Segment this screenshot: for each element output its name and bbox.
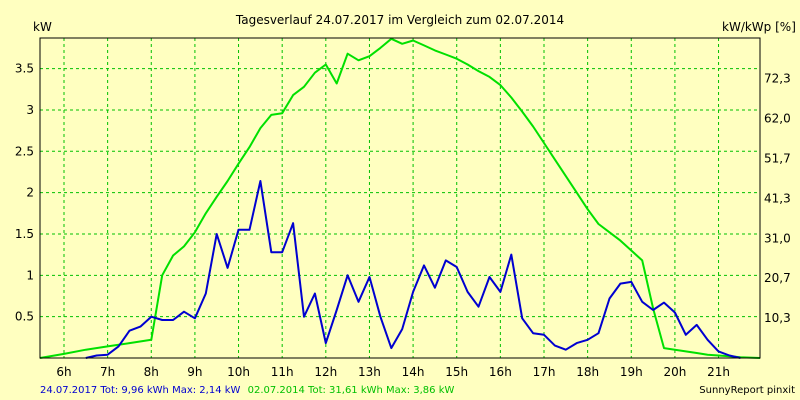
y-tick-label-right: 41,3 [764,191,791,205]
x-tick-label: 17h [533,365,556,379]
footer-legend: 24.07.2017 Tot: 9,96 kWh Max: 2,14 kW 02… [40,385,454,396]
y-tick-label-left: 3 [26,103,34,117]
y-tick-label-right: 31,0 [764,231,791,245]
y-tick-label-right: 62,0 [764,112,791,126]
x-tick-label: 10h [227,365,250,379]
x-tick-label: 9h [187,365,202,379]
legend-series-2014: 02.07.2014 Tot: 31,61 kWh Max: 3,86 kW [248,385,455,396]
y-tick-label-right: 51,7 [764,151,791,165]
x-tick-label: 20h [663,365,686,379]
y-ticks-left: 0.5 1 1.5 2 2.5 3 3.5 [15,62,34,324]
y-tick-label-left: 0.5 [15,310,34,324]
footer-credit: SunnyReport pinxit [699,385,795,396]
x-tick-label: 15h [445,365,468,379]
x-tick-label: 8h [144,365,159,379]
y-tick-label-left: 3.5 [15,62,34,76]
chart-title: Tagesverlauf 24.07.2017 im Vergleich zum… [235,13,564,27]
x-tick-label: 7h [100,365,115,379]
y-tick-label-right: 72,3 [764,72,791,86]
x-ticks: 6h 7h 8h 9h 10h 11h 12h 13h 14h 15h 16h 17h 18h 19h 20… [56,365,730,379]
y-tick-label-left: 2 [26,186,34,200]
series-lines [39,37,761,359]
legend-series-2017: 24.07.2017 Tot: 9,96 kWh Max: 2,14 kW [40,385,241,396]
left-axis-unit: kW [33,20,52,34]
x-tick-label: 6h [56,365,71,379]
x-tick-label: 11h [271,365,294,379]
grid [40,38,760,358]
x-tick-label: 12h [314,365,337,379]
x-tick-label: 18h [576,365,599,379]
x-tick-label: 21h [707,365,730,379]
series-line-2014 [39,37,761,359]
y-tick-label-left: 1.5 [15,227,34,241]
y-tick-label-left: 2.5 [15,144,34,158]
x-tick-label: 19h [620,365,643,379]
y-tick-label-right: 10,3 [764,311,791,325]
y-tick-label-right: 20,7 [764,271,791,285]
x-tick-label: 14h [402,365,425,379]
series-line-2017 [85,180,741,359]
x-tick-label: 16h [489,365,512,379]
x-tick-label: 13h [358,365,381,379]
y-ticks-right: 10,3 20,7 31,0 41,3 51,7 62,0 72,3 [764,72,791,325]
y-tick-label-left: 1 [26,268,34,282]
plot-frame [39,37,761,359]
right-axis-unit: kW/kWp [%] [722,20,796,34]
